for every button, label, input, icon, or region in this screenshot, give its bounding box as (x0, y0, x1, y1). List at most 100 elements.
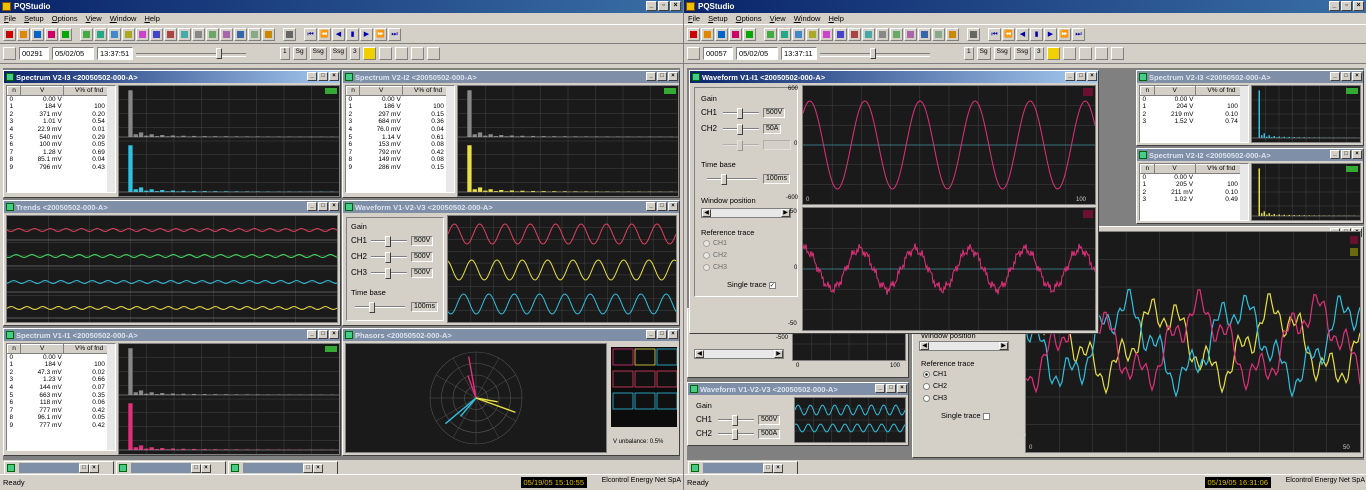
toolbar-tool-icon[interactable] (764, 27, 777, 41)
window-position-scrollbar[interactable]: ◀ ▶ (919, 341, 1009, 351)
toolbar-tool-icon[interactable] (687, 27, 700, 41)
table-row[interactable]: 0 0.00 V (8, 95, 115, 103)
speed-button-3[interactable]: 3 (1033, 47, 1044, 60)
scrollbar[interactable] (1240, 86, 1248, 142)
maximize-button[interactable]: □ (318, 202, 328, 211)
close-button[interactable]: × (201, 463, 211, 473)
toolbar-tool-icon[interactable] (31, 27, 44, 41)
speed-button-sg[interactable]: Sg (976, 47, 991, 60)
scrollbar[interactable] (1240, 164, 1248, 220)
layout-icon-2[interactable] (1078, 47, 1092, 60)
table-row[interactable]: 6 118 mV 0.06 % (8, 399, 115, 407)
maximize-button[interactable]: □ (318, 72, 328, 81)
maximize-button[interactable]: □ (657, 202, 667, 211)
toolbar-tool-icon[interactable] (136, 27, 149, 41)
toolbar-tool-icon[interactable] (248, 27, 261, 41)
time-slider[interactable] (820, 47, 930, 60)
table-row[interactable]: 8 96.1 mV 0.05 % (8, 414, 115, 422)
toolbar-tool-icon[interactable] (283, 27, 296, 41)
minimized-window-1[interactable]: □ × (688, 461, 798, 475)
table-row[interactable]: 9 286 mV 0.15 % (347, 164, 454, 172)
spectrum-v2i3-window[interactable]: Spectrum V2-I3 <20050502-000-A> _ □ × n V V%… (3, 70, 341, 198)
table-row[interactable]: 0 0.00 V (1141, 173, 1248, 181)
harmonics-table[interactable]: n V V% of fnd 0 0.00 V 1 204 V 100 % 2 219 mV 0.1… (1139, 85, 1249, 143)
close-button[interactable]: × (897, 384, 907, 393)
maximize-button[interactable]: □ (657, 72, 667, 81)
speed-button-ssg[interactable]: Ssg (993, 47, 1011, 60)
table-row[interactable]: 9 796 mV 0.43 % (8, 164, 115, 172)
maximize-button[interactable]: □ (657, 330, 667, 339)
toolbar-tool-icon[interactable] (967, 27, 980, 41)
table-row[interactable]: 5 540 mV 0.29 % (8, 134, 115, 142)
menu-help[interactable]: Help (828, 14, 844, 23)
spectrum-v2i2-window[interactable]: Spectrum V2-I2 <20050502-000-A> _ □ × n V V%… (342, 70, 680, 198)
minimize-button[interactable]: _ (1330, 150, 1340, 159)
toolbar-tool-icon[interactable] (17, 27, 30, 41)
playback-control-icon[interactable]: ⏪ (318, 27, 331, 41)
harmonics-table[interactable]: n V V% of fnd 0 0.00 V 1 205 V 100 % 2 211 mV 0.1… (1139, 163, 1249, 221)
table-row[interactable]: 5 663 mV 0.35 % (8, 392, 115, 400)
grid-icon[interactable] (1046, 47, 1060, 60)
table-row[interactable]: 0 0.00 V (1141, 95, 1248, 103)
toolbar-tool-icon[interactable] (220, 27, 233, 41)
harmonics-table[interactable]: n V V% of fnd 0 0.00 V 1 186 V 100 % 2 297 mV 0.1… (345, 85, 455, 193)
single-trace-checkbox[interactable] (982, 412, 990, 420)
maximize-button[interactable]: □ (1341, 72, 1351, 81)
layout-icon-4[interactable] (1110, 47, 1124, 60)
playback-control-icon[interactable]: ▮ (346, 27, 359, 41)
layout-icon-1[interactable] (378, 47, 392, 60)
timebase-slider[interactable] (707, 174, 757, 185)
toolbar-tool-icon[interactable] (45, 27, 58, 41)
close-button[interactable]: × (329, 330, 339, 339)
menu-window[interactable]: Window (793, 14, 821, 23)
ch3-gain-slider[interactable] (371, 268, 407, 279)
ch2-gain-slider[interactable] (723, 124, 759, 135)
table-row[interactable]: 2 47.3 mV 0.02 % (8, 369, 115, 377)
playback-control-icon[interactable]: ⏮ (988, 27, 1001, 41)
playback-control-icon[interactable]: ▮ (1030, 27, 1043, 41)
menu-window[interactable]: Window (109, 14, 137, 23)
minimize-button[interactable]: _ (1330, 72, 1340, 81)
minimize-button[interactable]: _ (1065, 72, 1075, 81)
toolbar-tool-icon[interactable] (932, 27, 945, 41)
minimize-button[interactable]: _ (646, 1, 657, 11)
toolbar-tool-icon[interactable] (876, 27, 889, 41)
table-row[interactable]: 2 297 mV 0.15 % (347, 111, 454, 119)
close-button[interactable]: × (670, 1, 681, 11)
window-position-scrollbar[interactable]: ◀ ▶ (701, 208, 791, 218)
table-row[interactable]: 2 219 mV 0.10 % (1141, 111, 1248, 119)
close-button[interactable]: × (773, 463, 783, 473)
table-row[interactable]: 9 777 mV 0.42 % (8, 422, 115, 430)
ref-ch1-radio[interactable]: CH1 (923, 371, 947, 378)
table-row[interactable]: 4 76.0 mV 0.04 % (347, 126, 454, 134)
toolbar-tool-icon[interactable] (262, 27, 275, 41)
minimized-window-2[interactable]: □ × (116, 461, 226, 475)
minimize-button[interactable]: _ (1329, 1, 1340, 11)
spectrum-v2i2-window[interactable]: Spectrum V2-I2 <20050502-000-A> _ □ × n V V%… (1136, 148, 1364, 224)
ref-ch2-radio[interactable]: CH2 (703, 252, 727, 259)
menu-options[interactable]: Options (735, 14, 762, 23)
table-row[interactable]: 2 211 mV 0.10 % (1141, 189, 1248, 197)
ch2-gain-slider[interactable] (718, 429, 754, 440)
ref-ch2-radio[interactable]: CH2 (923, 383, 947, 390)
table-row[interactable]: 8 85.1 mV 0.04 % (8, 156, 115, 164)
ch1-gain-slider[interactable] (718, 415, 754, 426)
toolbar-tool-icon[interactable] (234, 27, 247, 41)
table-row[interactable]: 3 1.52 V 0.74 % (1141, 118, 1248, 126)
menu-setup[interactable]: Setup (708, 14, 728, 23)
close-button[interactable]: × (89, 463, 99, 473)
menu-view[interactable]: View (85, 14, 102, 23)
spectrum-v1i1-window[interactable]: Spectrum V1-I1 <20050502-000-A> _ □ × n V V%… (3, 328, 341, 456)
playback-control-icon[interactable]: ⏪ (1002, 27, 1015, 41)
minimized-window-3[interactable]: □ × (228, 461, 338, 475)
speed-button-1[interactable]: 1 (280, 47, 290, 60)
toolbar-tool-icon[interactable] (743, 27, 756, 41)
ch1-gain-slider[interactable] (723, 108, 759, 119)
harmonics-table[interactable]: n V V% of fnd 0 0.00 V 1 184 V 100 % 2 47.3 mV 0.… (6, 343, 116, 451)
restore-button[interactable]: ▫ (1341, 1, 1352, 11)
menu-file[interactable]: File (688, 14, 701, 23)
table-row[interactable]: 4 144 mV 0.07 % (8, 384, 115, 392)
harmonics-table[interactable]: n V V% of fnd 0 0.00 V 1 184 V 100 % 2 371 mV 0.2… (6, 85, 116, 193)
restore-button[interactable]: □ (303, 463, 313, 473)
layout-icon-3[interactable] (410, 47, 424, 60)
